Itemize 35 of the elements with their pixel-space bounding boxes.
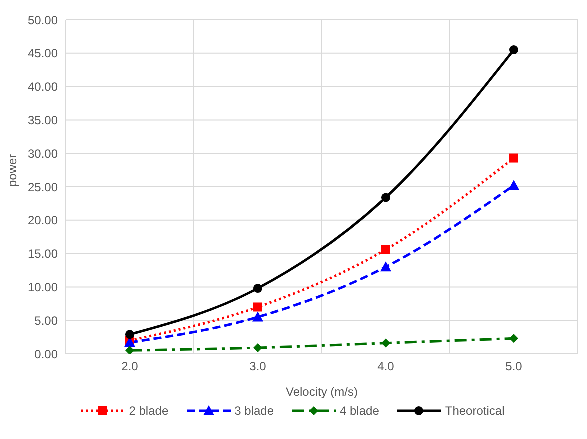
point <box>382 245 390 254</box>
y-tick-label: 20.00 <box>28 214 58 228</box>
y-tick-label: 15.00 <box>28 247 58 262</box>
y-tick-label: 10.00 <box>28 280 58 294</box>
y-tick-label: 25.00 <box>28 180 58 194</box>
x-tick-label: 2.0 <box>122 360 139 374</box>
x-tick-label: 3.0 <box>250 360 267 374</box>
x-axis-title: Velocity (m/s) <box>286 385 358 399</box>
point <box>382 193 390 202</box>
x-tick-label: 5.0 <box>506 360 523 374</box>
y-tick-label: 0.00 <box>34 347 58 362</box>
point <box>508 180 520 190</box>
x-tick-label: 4.0 <box>378 360 395 374</box>
legend-label: 3 blade <box>234 404 274 418</box>
point <box>126 346 134 354</box>
y-tick-label: 50.00 <box>28 13 58 28</box>
y-tick-label: 5.00 <box>34 314 58 328</box>
y-tick-label: 40.00 <box>28 80 58 94</box>
point <box>510 334 518 344</box>
y-tick-label: 45.00 <box>28 46 58 61</box>
point <box>380 262 392 272</box>
point <box>254 284 262 294</box>
legend-label: 4 blade <box>340 404 380 418</box>
point <box>126 330 134 340</box>
point <box>510 154 518 163</box>
point <box>382 338 390 348</box>
y-axis-title: power <box>5 154 20 187</box>
point <box>510 46 518 55</box>
y-tick-label: 35.00 <box>28 113 58 128</box>
point <box>254 302 262 312</box>
legend-label: 2 blade <box>129 404 169 418</box>
point <box>252 312 264 322</box>
y-tick-label: 30.00 <box>28 146 58 161</box>
legend-label: Theorotical <box>445 404 505 418</box>
point <box>254 343 262 352</box>
